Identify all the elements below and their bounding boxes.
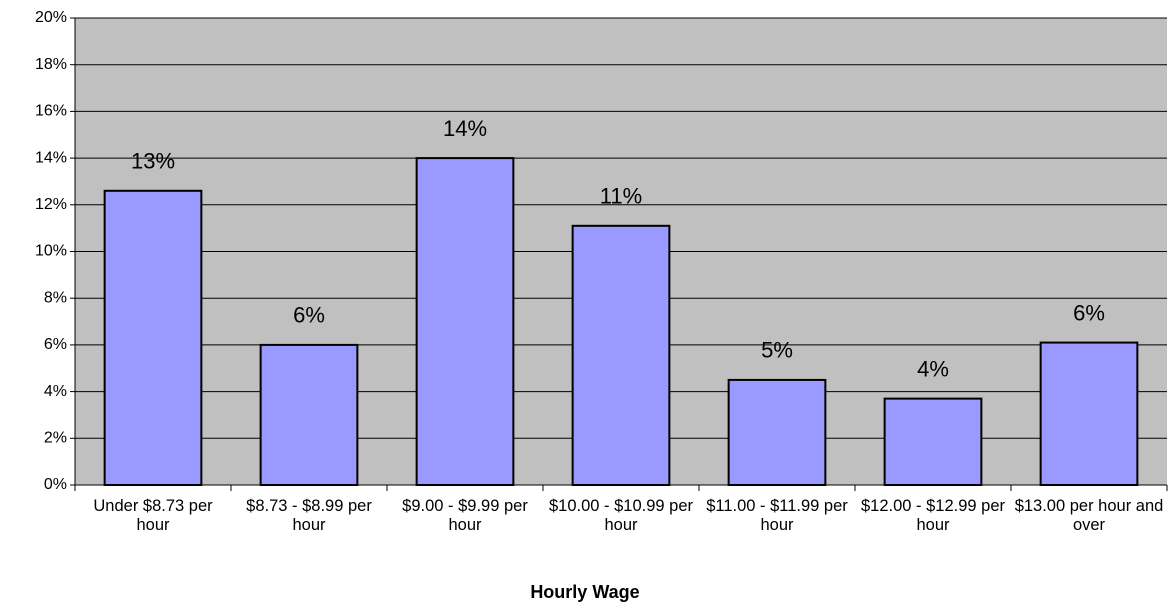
x-tick-label: $13.00 per hour and over (1014, 497, 1164, 534)
y-tick-label: 16% (35, 103, 67, 120)
data-label: 4% (917, 356, 949, 381)
y-tick-label: 8% (44, 289, 67, 306)
bar (259, 343, 359, 486)
y-tick-label: 12% (35, 196, 67, 213)
y-tick-label: 4% (44, 383, 67, 400)
y-tick-label: 20% (35, 9, 67, 26)
y-tick-label: 14% (35, 149, 67, 166)
y-tick-label: 2% (44, 430, 67, 447)
x-tick-label: $8.73 - $8.99 per hour (246, 497, 372, 534)
x-tick-label: $9.00 - $9.99 per hour (402, 497, 528, 534)
bar (727, 378, 827, 486)
x-axis-title: Hourly Wage (530, 582, 640, 602)
data-label: 5% (761, 338, 793, 363)
y-tick-label: 6% (44, 336, 67, 353)
y-tick-label: 18% (35, 56, 67, 73)
x-tick-label: $12.00 - $12.99 per hour (860, 497, 1006, 534)
bar (415, 157, 515, 486)
bar (1039, 341, 1139, 486)
bar (571, 224, 671, 486)
data-label: 13% (131, 149, 175, 174)
x-tick-label: Under $8.73 per hour (93, 497, 213, 534)
bar (883, 397, 983, 487)
data-label: 11% (600, 184, 642, 209)
y-tick-label: 10% (35, 243, 67, 260)
data-label: 14% (443, 116, 487, 141)
x-tick-label: $10.00 - $10.99 per hour (548, 497, 694, 534)
y-tick-label: 0% (44, 476, 67, 493)
x-tick-label: $11.00 - $11.99 per hour (706, 497, 848, 534)
data-label: 6% (1073, 300, 1105, 325)
bar (103, 189, 203, 486)
data-label: 6% (293, 303, 325, 328)
